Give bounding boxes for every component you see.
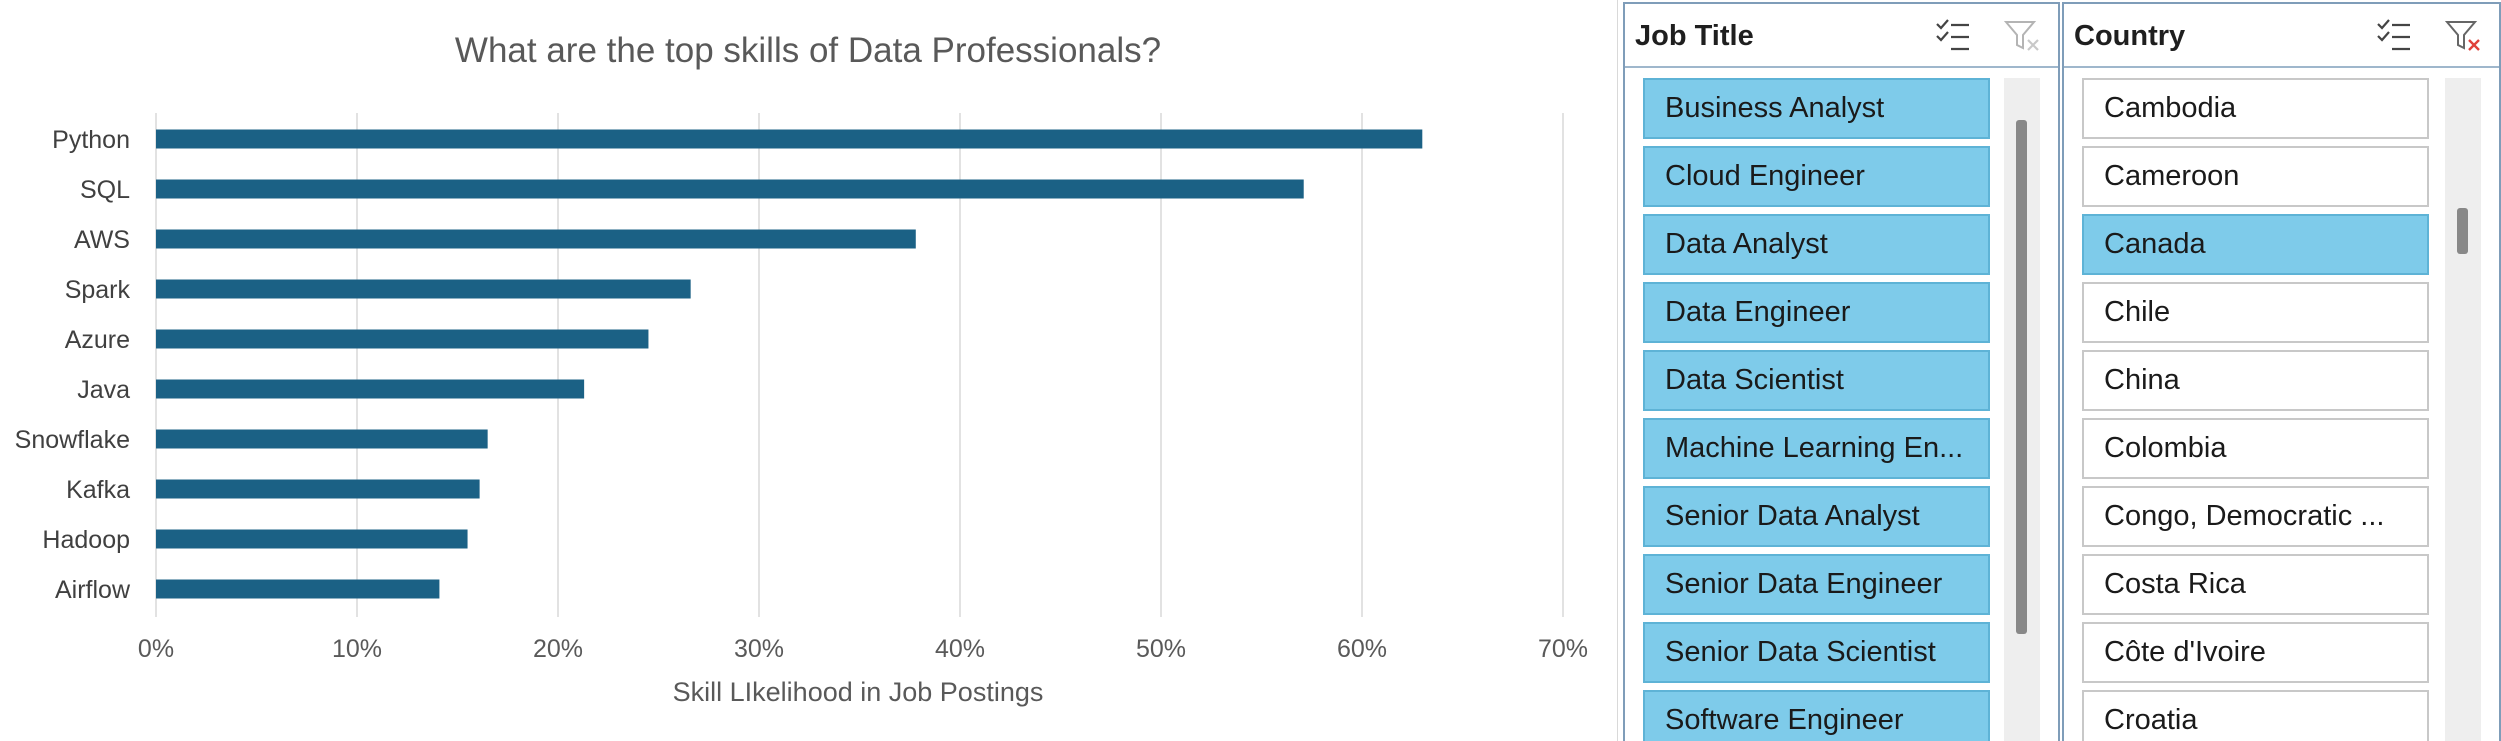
slicer-item[interactable]: Canada xyxy=(2082,214,2429,275)
slicer-item[interactable]: Congo, Democratic ... xyxy=(2082,486,2429,547)
slicer-title: Country xyxy=(2074,20,2186,52)
chart-category-labels: Python SQL AWS Spark Azure Java Snowflake Kafka… xyxy=(15,126,131,604)
multi-select-icon[interactable] xyxy=(2375,18,2413,54)
job-title-items: Business Analyst Cloud Engineer Data Analy… xyxy=(1625,78,2058,741)
x-tick-label: 10% xyxy=(332,635,382,663)
chart-title: What are the top skills of Data Professi… xyxy=(455,31,1161,70)
category-label: Spark xyxy=(65,276,131,304)
bar xyxy=(156,279,691,299)
bar xyxy=(156,329,649,349)
slicer-item[interactable]: Costa Rica xyxy=(2082,554,2429,615)
bar xyxy=(156,129,1423,149)
slicer-item[interactable]: Cameroon xyxy=(2082,146,2429,207)
category-label: Azure xyxy=(65,326,130,354)
category-label: AWS xyxy=(74,226,130,254)
x-tick-label: 0% xyxy=(138,635,174,663)
scrollbar[interactable] xyxy=(2445,78,2481,741)
clear-filter-icon[interactable] xyxy=(2004,18,2042,54)
x-tick-label: 20% xyxy=(533,635,583,663)
scrollbar-thumb[interactable] xyxy=(2457,208,2468,254)
job-title-slicer: Job Title Business Analyst Cloud Engineer… xyxy=(1623,2,2060,741)
slicer-header: Country xyxy=(2064,4,2499,68)
category-label: SQL xyxy=(80,176,130,204)
slicer-title: Job Title xyxy=(1635,20,1754,52)
category-label: Hadoop xyxy=(42,526,130,554)
category-label: Python xyxy=(52,126,130,154)
chart-bars xyxy=(156,129,1423,599)
multi-select-icon[interactable] xyxy=(1934,18,1972,54)
scrollbar[interactable] xyxy=(2004,78,2040,741)
slicer-item[interactable]: Chile xyxy=(2082,282,2429,343)
bar xyxy=(156,429,488,449)
slicer-item[interactable]: Senior Data Analyst xyxy=(1643,486,1990,547)
category-label: Java xyxy=(77,376,130,404)
x-tick-label: 60% xyxy=(1337,635,1387,663)
x-axis-label: Skill LIkelihood in Job Postings xyxy=(673,677,1044,707)
bar xyxy=(156,229,916,249)
country-slicer: Country Cambodia Cameroon Canada Chile China… xyxy=(2062,2,2501,741)
slicer-item[interactable]: Cambodia xyxy=(2082,78,2429,139)
country-items: Cambodia Cameroon Canada Chile China Colombia… xyxy=(2064,78,2499,741)
bar xyxy=(156,579,440,599)
x-tick-label: 70% xyxy=(1538,635,1588,663)
chart-area: Python SQL AWS Spark Azure Java Snowflake Kafka… xyxy=(14,0,1618,741)
slicer-item[interactable]: Cloud Engineer xyxy=(1643,146,1990,207)
bar xyxy=(156,379,585,399)
scrollbar-thumb[interactable] xyxy=(2016,120,2027,634)
category-label: Airflow xyxy=(55,576,131,604)
slicer-item[interactable]: China xyxy=(2082,350,2429,411)
slicer-item[interactable]: Data Engineer xyxy=(1643,282,1990,343)
category-label: Snowflake xyxy=(15,426,130,454)
bar xyxy=(156,529,468,549)
slicer-item[interactable]: Software Engineer xyxy=(1643,690,1990,741)
slicer-item[interactable]: Senior Data Engineer xyxy=(1643,554,1990,615)
slicer-item[interactable]: Colombia xyxy=(2082,418,2429,479)
x-tick-label: 40% xyxy=(935,635,985,663)
x-tick-label: 50% xyxy=(1136,635,1186,663)
chart-tick-labels: 0% 10% 20% 30% 40% 50% 60% 70% xyxy=(138,635,1588,663)
x-tick-label: 30% xyxy=(734,635,784,663)
slicer-item[interactable]: Business Analyst xyxy=(1643,78,1990,139)
bar xyxy=(156,179,1304,199)
slicer-item[interactable]: Côte d'Ivoire xyxy=(2082,622,2429,683)
bar-chart: Python SQL AWS Spark Azure Java Snowflake Kafka… xyxy=(15,31,1588,707)
slicer-item[interactable]: Data Analyst xyxy=(1643,214,1990,275)
slicer-item[interactable]: Croatia xyxy=(2082,690,2429,741)
slicer-item[interactable]: Data Scientist xyxy=(1643,350,1990,411)
slicer-item[interactable]: Senior Data Scientist xyxy=(1643,622,1990,683)
bar xyxy=(156,479,480,499)
slicer-item[interactable]: Machine Learning En... xyxy=(1643,418,1990,479)
clear-filter-icon[interactable] xyxy=(2445,18,2483,54)
slicer-header: Job Title xyxy=(1625,4,2058,68)
category-label: Kafka xyxy=(66,476,130,504)
